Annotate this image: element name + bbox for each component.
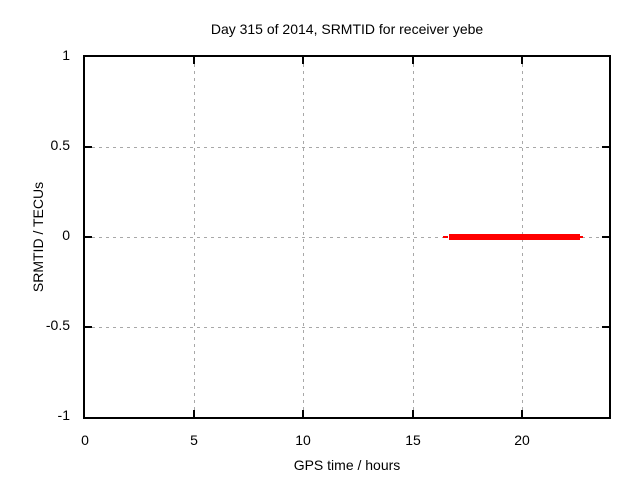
y-tick-right	[602, 236, 609, 238]
x-tick-bottom	[302, 410, 304, 417]
x-tick-top	[193, 57, 195, 64]
x-tick-label: 20	[514, 432, 530, 448]
y-tick-left	[85, 236, 92, 238]
y-tick-left	[85, 146, 92, 148]
x-tick-label: 0	[81, 432, 89, 448]
x-tick-bottom	[193, 410, 195, 417]
series-segment-srmtid	[443, 236, 448, 238]
y-tick-label: -1	[57, 407, 70, 423]
x-tick-label: 15	[405, 432, 421, 448]
x-tick-bottom	[521, 410, 523, 417]
y-tick-label: -0.5	[45, 317, 70, 333]
y-tick-label: 1	[62, 47, 70, 63]
y-tick-left	[85, 326, 92, 328]
y-gridline	[85, 327, 609, 328]
x-tick-top	[521, 57, 523, 64]
x-tick-label: 10	[295, 432, 311, 448]
y-gridline	[85, 237, 609, 238]
plot-area	[83, 55, 611, 419]
y-tick-right	[602, 326, 609, 328]
series-segment-srmtid	[580, 236, 583, 238]
x-tick-label: 5	[190, 432, 198, 448]
y-gridline	[85, 147, 609, 148]
chart-title: Day 315 of 2014, SRMTID for receiver yeb…	[210, 21, 484, 37]
x-tick-top	[412, 57, 414, 64]
x-axis-label: GPS time / hours	[293, 457, 401, 473]
y-tick-label: 0.5	[50, 137, 70, 153]
x-tick-bottom	[412, 410, 414, 417]
y-tick-label: 0	[62, 227, 70, 243]
y-tick-right	[602, 146, 609, 148]
x-tick-top	[302, 57, 304, 64]
series-segment-srmtid	[449, 234, 580, 240]
